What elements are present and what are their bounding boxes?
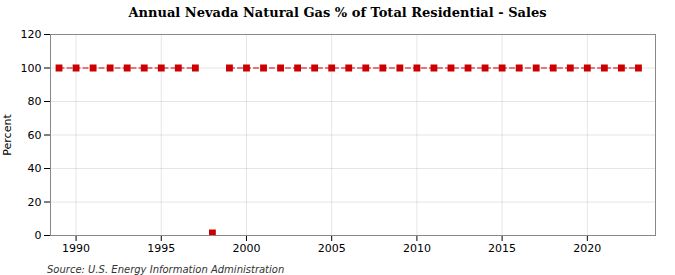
svg-text:1995: 1995 (147, 242, 175, 255)
svg-text:2010: 2010 (403, 242, 431, 255)
svg-text:20: 20 (28, 196, 42, 209)
svg-text:2020: 2020 (573, 242, 601, 255)
svg-text:1990: 1990 (62, 242, 90, 255)
svg-text:2005: 2005 (318, 242, 346, 255)
svg-text:40: 40 (28, 162, 42, 175)
svg-text:2000: 2000 (232, 242, 260, 255)
html-text:Source: U.S. Energy Informatio: Source: U.S. Energy Information Administ… (47, 264, 285, 275)
svg-text:80: 80 (28, 95, 42, 108)
svg-text:60: 60 (28, 129, 42, 142)
svg-text:2015: 2015 (488, 242, 516, 255)
svg-text:100: 100 (21, 62, 42, 75)
svg-text:120: 120 (21, 28, 42, 41)
svg-text:Percent: Percent (1, 114, 14, 156)
html-text:Annual Nevada Natural Gas % of: Annual Nevada Natural Gas % of Total Res… (128, 5, 547, 20)
svg-text:0: 0 (35, 229, 42, 242)
